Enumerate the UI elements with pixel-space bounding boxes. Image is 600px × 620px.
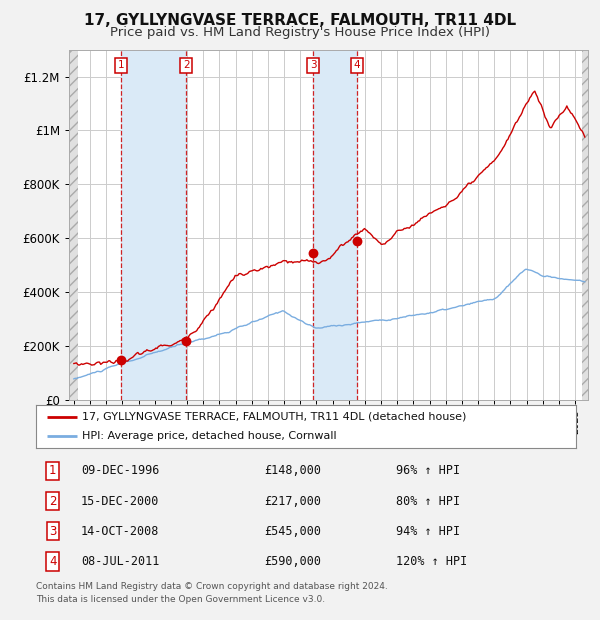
Text: 3: 3 [310, 60, 316, 70]
Text: 4: 4 [354, 60, 361, 70]
Point [308, 248, 318, 258]
Bar [69, 50, 78, 400]
Text: 2: 2 [49, 495, 56, 508]
Text: 2: 2 [183, 60, 190, 70]
Text: Price paid vs. HM Land Registry's House Price Index (HPI): Price paid vs. HM Land Registry's House … [110, 26, 490, 39]
Text: 09-DEC-1996: 09-DEC-1996 [81, 464, 160, 477]
Text: £590,000: £590,000 [264, 555, 321, 568]
Text: 17, GYLLYNGVASE TERRACE, FALMOUTH, TR11 4DL: 17, GYLLYNGVASE TERRACE, FALMOUTH, TR11 … [84, 13, 516, 29]
Text: 1: 1 [49, 464, 56, 477]
Point [182, 337, 191, 347]
Text: £545,000: £545,000 [264, 525, 321, 538]
Text: 08-JUL-2011: 08-JUL-2011 [81, 555, 160, 568]
Bar [313, 50, 357, 400]
Bar [582, 50, 588, 400]
Text: £148,000: £148,000 [264, 464, 321, 477]
Text: 96% ↑ HPI: 96% ↑ HPI [396, 464, 460, 477]
Text: 17, GYLLYNGVASE TERRACE, FALMOUTH, TR11 4DL (detached house): 17, GYLLYNGVASE TERRACE, FALMOUTH, TR11 … [82, 412, 466, 422]
Text: 15-DEC-2000: 15-DEC-2000 [81, 495, 160, 508]
Text: This data is licensed under the Open Government Licence v3.0.: This data is licensed under the Open Gov… [36, 595, 325, 604]
Text: Contains HM Land Registry data © Crown copyright and database right 2024.: Contains HM Land Registry data © Crown c… [36, 582, 388, 591]
Text: 80% ↑ HPI: 80% ↑ HPI [396, 495, 460, 508]
Point [116, 355, 126, 365]
Point [352, 236, 362, 246]
Text: 14-OCT-2008: 14-OCT-2008 [81, 525, 160, 538]
Text: 120% ↑ HPI: 120% ↑ HPI [396, 555, 467, 568]
Text: 3: 3 [49, 525, 56, 538]
Text: HPI: Average price, detached house, Cornwall: HPI: Average price, detached house, Corn… [82, 432, 337, 441]
Text: 94% ↑ HPI: 94% ↑ HPI [396, 525, 460, 538]
Text: £217,000: £217,000 [264, 495, 321, 508]
Text: 4: 4 [49, 555, 56, 568]
Text: 1: 1 [118, 60, 125, 70]
Bar [121, 50, 187, 400]
